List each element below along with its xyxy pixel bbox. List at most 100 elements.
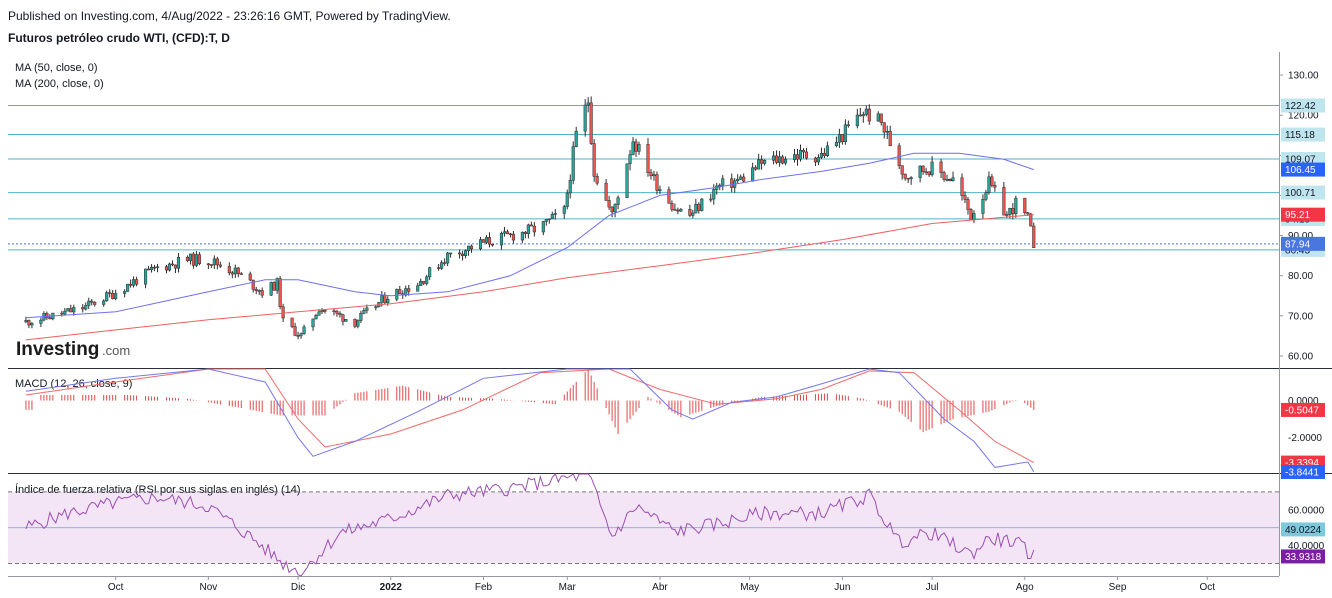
candle-body-107 bbox=[469, 245, 474, 250]
candle-body-92 bbox=[407, 288, 411, 292]
candle-body-161 bbox=[697, 203, 701, 211]
candle-body-93 bbox=[416, 285, 420, 292]
candle-body-78 bbox=[353, 319, 357, 327]
candle-body-124 bbox=[544, 219, 548, 222]
investing-logo: Investing .com bbox=[16, 339, 130, 360]
candle-body-173 bbox=[751, 167, 755, 182]
candle-body-140 bbox=[610, 206, 614, 213]
candle-body-159 bbox=[691, 212, 695, 216]
candle-body-204 bbox=[879, 113, 883, 123]
macd-line bbox=[25, 368, 1035, 473]
symbol-title: Futuros petróleo crudo WTI, (CFD):T, D bbox=[8, 31, 230, 45]
candle-body-231 bbox=[990, 176, 994, 186]
candle-body-233 bbox=[1002, 186, 1006, 216]
candle-body-191 bbox=[822, 153, 826, 157]
candle-body-180 bbox=[778, 156, 782, 163]
candle-body-186 bbox=[801, 149, 806, 153]
candle-body-23 bbox=[123, 291, 127, 294]
time-tick-label-9: Jul bbox=[926, 582, 939, 593]
candle-body-63 bbox=[290, 317, 294, 327]
candle-body-28 bbox=[144, 268, 148, 285]
candle-body-99 bbox=[440, 262, 444, 269]
candle-body-193 bbox=[834, 142, 838, 147]
price-tag-0-bg bbox=[1281, 162, 1325, 177]
rsi-tag-1-bg bbox=[1281, 549, 1325, 564]
candle-body-160 bbox=[694, 203, 698, 214]
time-tick-label-1: Nov bbox=[199, 582, 217, 593]
candle-body-21 bbox=[111, 292, 115, 299]
candle-body-184 bbox=[795, 154, 800, 160]
candle-body-81 bbox=[362, 310, 366, 314]
svg-text:Investing: Investing bbox=[16, 339, 99, 360]
candle-body-135 bbox=[589, 102, 593, 144]
candle-body-230 bbox=[987, 176, 991, 193]
candle-body-15 bbox=[87, 300, 91, 306]
candle-body-117 bbox=[511, 233, 515, 241]
candle-body-8 bbox=[60, 312, 64, 315]
rsi-tick-label-1: 40.0000 bbox=[1288, 541, 1325, 552]
candle-body-115 bbox=[505, 231, 509, 235]
candle-body-200 bbox=[861, 114, 865, 117]
candle-body-216 bbox=[927, 171, 931, 176]
candle-body-40 bbox=[191, 253, 195, 266]
candle-body-223 bbox=[960, 177, 964, 196]
price-tick-label-6: 70.00 bbox=[1288, 311, 1313, 322]
candle-body-83 bbox=[374, 306, 378, 309]
candle-body-57 bbox=[260, 290, 264, 296]
candle-body-215 bbox=[924, 171, 928, 174]
candle-body-6 bbox=[48, 317, 52, 320]
candle-body-38 bbox=[185, 256, 189, 261]
time-tick-label-5: Mar bbox=[559, 582, 577, 593]
candle-body-114 bbox=[502, 231, 506, 234]
candle-body-181 bbox=[781, 156, 785, 164]
price-tick-label-7: 60.00 bbox=[1288, 351, 1313, 362]
candle-body-196 bbox=[843, 124, 847, 143]
candle-body-71 bbox=[320, 310, 324, 313]
candle-body-234 bbox=[1005, 214, 1009, 216]
legend-ma50[interactable]: MA (50, close, 0) bbox=[15, 62, 98, 74]
candle-body-109 bbox=[481, 239, 486, 243]
candle-body-73 bbox=[332, 310, 336, 313]
candle-body-119 bbox=[523, 231, 527, 234]
candle-body-65 bbox=[296, 335, 300, 337]
candle-body-199 bbox=[858, 114, 862, 117]
candle-body-217 bbox=[930, 161, 934, 176]
time-tick-label-4: Feb bbox=[475, 582, 493, 593]
rsi-line bbox=[25, 473, 1035, 577]
candle-body-32 bbox=[155, 266, 160, 268]
candle-body-66 bbox=[299, 333, 303, 337]
rsi-tag-0-bg bbox=[1281, 522, 1325, 537]
candle-body-202 bbox=[867, 108, 871, 122]
candle-body-229 bbox=[984, 192, 988, 200]
candle-body-104 bbox=[461, 253, 465, 256]
candle-body-106 bbox=[467, 245, 471, 251]
candle-body-209 bbox=[900, 165, 904, 175]
macd-signal-line bbox=[25, 368, 1035, 464]
rsi-title[interactable]: Índice de fuerza relativa (RSI por sus s… bbox=[15, 483, 301, 496]
candle-body-98 bbox=[437, 267, 441, 269]
candle-body-125 bbox=[547, 218, 551, 221]
candle-body-130 bbox=[568, 180, 572, 194]
candle-body-190 bbox=[819, 153, 823, 158]
candle-body-142 bbox=[616, 197, 620, 205]
candle-body-219 bbox=[942, 172, 946, 180]
candle-body-222 bbox=[951, 177, 955, 181]
candle-body-145 bbox=[631, 141, 635, 155]
candle-body-240 bbox=[1029, 213, 1033, 227]
candle-body-205 bbox=[882, 122, 886, 133]
rsi-tag-1-label: 33.9318 bbox=[1285, 552, 1322, 563]
candle-body-85 bbox=[380, 295, 384, 303]
candle-body-147 bbox=[637, 144, 641, 152]
candle-body-162 bbox=[700, 198, 704, 211]
legend-ma200[interactable]: MA (200, close, 0) bbox=[15, 78, 104, 90]
candle-body-111 bbox=[487, 237, 492, 245]
candle-body-13 bbox=[81, 307, 85, 310]
candle-body-46 bbox=[215, 258, 219, 266]
candle-body-148 bbox=[646, 144, 650, 173]
candle-body-228 bbox=[981, 199, 985, 214]
candle-body-153 bbox=[667, 189, 671, 204]
candle-body-48 bbox=[227, 266, 231, 274]
candle-body-211 bbox=[906, 177, 910, 180]
candle-body-158 bbox=[688, 208, 692, 216]
